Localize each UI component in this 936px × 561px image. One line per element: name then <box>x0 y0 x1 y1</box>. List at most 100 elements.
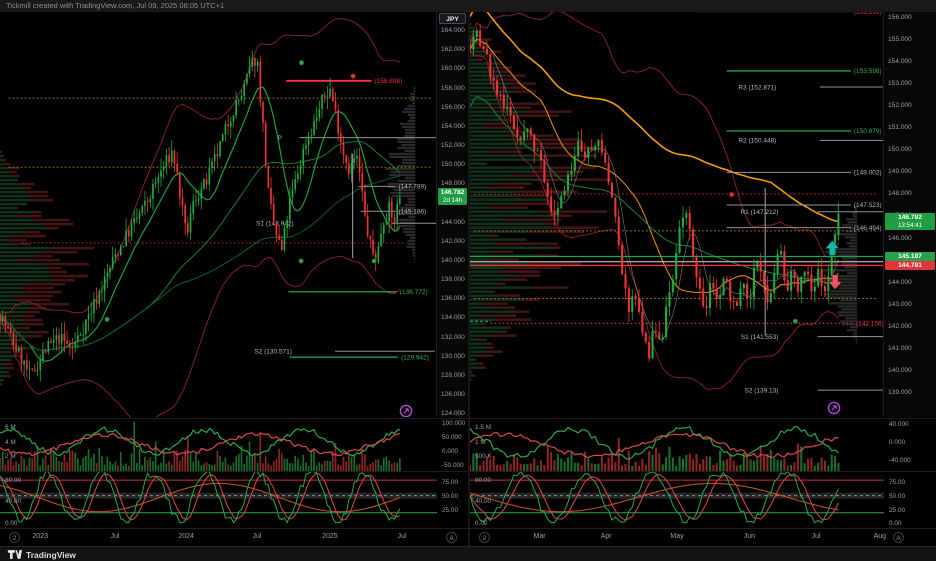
time-scale[interactable]: Mar Apr May Jun Jul Aug 2 A <box>470 528 936 547</box>
price-tick-label: 153.000 <box>888 80 912 88</box>
oscillator-scale-label: 100.000 <box>442 419 466 427</box>
svg-text:S2 (139.13): S2 (139.13) <box>744 387 778 394</box>
stoch-scale-label: 25.00 <box>442 506 458 514</box>
svg-text:S2 (130.571): S2 (130.571) <box>254 349 292 356</box>
bar-countdown: 2d 14h <box>443 196 462 204</box>
tradingview-logo-icon[interactable] <box>7 549 22 560</box>
time-scale[interactable]: 2023 Jul 2024 Jul 2025 Jul 2 A <box>0 528 468 547</box>
stoch-scale-label: 75.00 <box>442 479 458 487</box>
oscillator-scale-label: 0.000 <box>442 447 458 455</box>
svg-text:(156.293): (156.293) <box>854 12 882 16</box>
time-tick-label: Jun <box>743 533 756 540</box>
svg-text:(147.789): (147.789) <box>398 184 426 191</box>
svg-text:(136.772): (136.772) <box>400 289 428 296</box>
stochastic-plot[interactable] <box>0 472 437 528</box>
price-tick-label: 152.000 <box>888 102 912 110</box>
stoch-scale-label: 0.00 <box>889 520 902 528</box>
price-pane: (156.293) (153.598) (150.879) (149.002) (147… <box>470 12 936 417</box>
price-tick-label: 126.000 <box>441 390 465 398</box>
stoch-scale-label: 0.00 <box>5 520 18 528</box>
stoch-scale-label: 75.00 <box>889 479 905 487</box>
price-tick-label: 140.000 <box>441 256 465 264</box>
signal-markers <box>103 59 378 323</box>
time-tick-label: 2025 <box>322 533 338 540</box>
oscillator-scale-label: 0.000 <box>889 439 905 447</box>
svg-text:(129.942): (129.942) <box>401 355 429 362</box>
chart-plot-area[interactable]: (158.808) (147.789) (145.186) (136.772) (129… <box>0 12 437 417</box>
time-tick-label: 2024 <box>178 533 194 540</box>
stoch-scale-label: 40.00 <box>5 498 21 506</box>
stoch-scale-label: 50.00 <box>442 492 458 500</box>
price-scale[interactable]: 124.000 126.000 128.000 130.000 132.000 134.0… <box>436 12 468 417</box>
currency-unit-button[interactable]: JPY <box>439 13 466 24</box>
price-tick-label: 136.000 <box>441 295 465 303</box>
current-price-tag: 144.781 <box>885 260 935 271</box>
stoch-scale-label: 80.00 <box>475 476 491 484</box>
volume-profile-left <box>0 150 95 386</box>
collapsed-panes-badge[interactable]: 2 <box>479 532 490 543</box>
current-price-tag: 146.782 2d 14h <box>438 188 467 205</box>
price-tick-label: 140.000 <box>888 366 912 374</box>
svg-text:(145.186): (145.186) <box>398 209 426 216</box>
oscillator-scale-label: -40.000 <box>889 457 911 465</box>
compass-icon[interactable] <box>399 404 413 417</box>
svg-text:S1 (141.553): S1 (141.553) <box>741 334 779 341</box>
chart-header: Tickmill created with TradingView.com, J… <box>0 0 936 12</box>
price-tick-label: 141.000 <box>888 344 912 352</box>
sell-arrow-icon <box>827 274 844 291</box>
price-tick-label: 144.000 <box>441 218 465 226</box>
tradingview-logo-text[interactable]: TradingView <box>26 549 76 560</box>
footer-bar: TradingView <box>0 546 936 561</box>
autoscale-badge[interactable]: A <box>446 532 457 543</box>
svg-text:R3 (152.871): R3 (152.871) <box>738 84 776 91</box>
collapsed-panes-badge[interactable]: 2 <box>9 532 20 543</box>
price-tick-label: 149.000 <box>888 168 912 176</box>
price-tick-label: 155.000 <box>888 36 912 43</box>
volume-scale-label: 2 M <box>5 453 16 461</box>
price-tick-label: 143.000 <box>888 300 912 308</box>
time-tick-label: Jul <box>110 533 120 540</box>
time-tick-label: May <box>670 533 684 540</box>
oscillator-scale-label: -50.000 <box>442 461 464 469</box>
svg-text:P: P <box>278 135 282 142</box>
chart-panel-left: (158.808) (147.789) (145.186) (136.772) (129… <box>0 12 468 546</box>
price-tick-label: 148.000 <box>441 180 465 188</box>
compass-icon[interactable] <box>827 401 841 415</box>
price-tick-label: 156.000 <box>888 13 912 21</box>
price-tick-label: 146.000 <box>888 234 912 242</box>
volume-plot[interactable] <box>0 419 437 471</box>
stochastic-plot[interactable] <box>470 472 884 528</box>
volume-plot[interactable] <box>470 419 884 471</box>
price-tick-label: 139.000 <box>888 388 912 396</box>
svg-text:(153.598): (153.598) <box>854 68 882 75</box>
price-tick-label: 124.000 <box>441 410 465 417</box>
stoch-scale-label: 80.00 <box>5 476 21 484</box>
price-tick-label: 130.000 <box>441 352 465 360</box>
indicator-bands <box>0 18 401 417</box>
volume-scale-label: 1.5 M <box>475 424 491 432</box>
time-tick-label: 2023 <box>32 533 48 540</box>
volume-pane: 1.5 M 1 M 500 K 40.000 0.000 -40.000 <box>470 418 936 471</box>
svg-text:R2 (150.448): R2 (150.448) <box>738 138 776 145</box>
stoch-scale-label: 40.00 <box>475 498 491 506</box>
price-tick-label: 154.000 <box>888 58 912 66</box>
oscillator-scale-label: 40.000 <box>889 420 909 428</box>
time-tick-label: Jul <box>252 533 262 540</box>
time-tick-label: Aug <box>873 533 887 540</box>
svg-text:(158.808): (158.808) <box>374 78 402 85</box>
candles <box>0 50 401 382</box>
price-tick-label: 158.000 <box>441 84 465 92</box>
price-tick-label: 142.000 <box>441 237 465 245</box>
autoscale-badge[interactable]: A <box>893 532 904 543</box>
svg-text:S1 (143.942): S1 (143.942) <box>256 220 294 227</box>
stochastic-pane: 80.00 40.00 0.00 75.00 50.00 25.00 0.00 <box>470 471 936 528</box>
price-tick-label: 154.000 <box>441 122 465 130</box>
current-price-tag: 146.782 13:54:41 <box>885 213 935 231</box>
chart-plot-area[interactable]: (156.293) (153.598) (150.879) (149.002) (147… <box>470 12 884 417</box>
price-tick-label: 134.000 <box>441 314 465 322</box>
price-scale[interactable]: 139.000 140.000 141.000 142.000 143.000 144.0… <box>883 12 936 417</box>
svg-text:(149.002): (149.002) <box>854 170 882 177</box>
price-tick-label: 151.000 <box>888 124 912 132</box>
price-tick-label: 156.000 <box>441 103 465 111</box>
